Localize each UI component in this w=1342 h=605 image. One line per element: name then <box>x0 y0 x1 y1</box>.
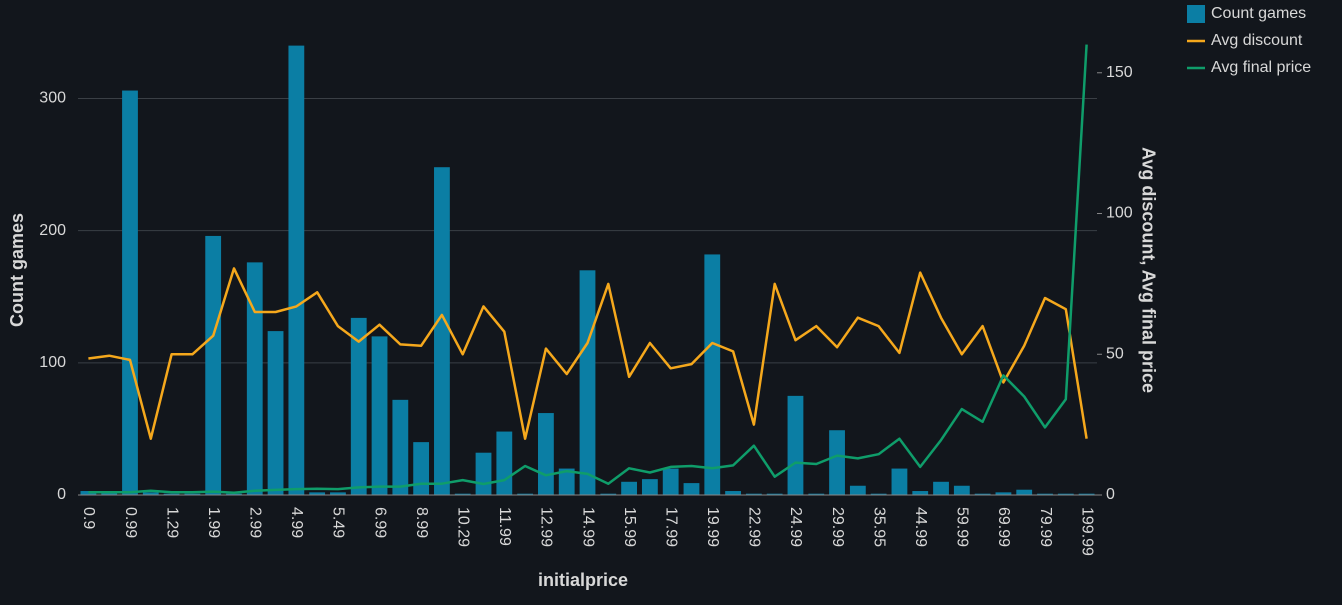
bar <box>142 492 159 495</box>
bar <box>517 493 534 495</box>
x-axis-title: initialprice <box>538 570 628 590</box>
x-tick-label: 4.99 <box>288 507 305 538</box>
bar <box>392 399 409 495</box>
bar <box>1078 493 1095 495</box>
bar <box>600 493 617 495</box>
line <box>88 267 1088 440</box>
x-tick-label: 1.99 <box>205 507 222 538</box>
y2-tick-label: 100 <box>1106 205 1133 222</box>
x-tick-label: 59.99 <box>954 507 971 547</box>
x-tick-label: 199.99 <box>1078 507 1095 556</box>
x-tick-label: 24.99 <box>787 507 804 547</box>
bar <box>496 431 513 495</box>
bar <box>829 430 845 495</box>
x-tick-label: 10.29 <box>454 507 471 547</box>
bar <box>849 485 866 495</box>
bar <box>163 493 180 495</box>
bar <box>683 483 700 495</box>
bar <box>475 452 492 495</box>
bar <box>226 493 242 495</box>
x-tick-label: 1.29 <box>163 507 180 538</box>
legend-swatch <box>1187 5 1205 23</box>
bar <box>891 468 908 495</box>
bar <box>80 491 97 495</box>
bar <box>434 167 450 496</box>
bar <box>413 442 430 495</box>
bar <box>870 493 887 495</box>
x-tick-label: 69.99 <box>995 507 1012 547</box>
y2-axis-title: Avg discount, Avg final price <box>1138 147 1158 393</box>
y2-tick-label: 150 <box>1106 64 1133 81</box>
bar <box>933 481 949 495</box>
x-tick-label: 19.99 <box>704 507 721 547</box>
line <box>88 44 1088 494</box>
bar <box>725 491 741 495</box>
x-tick-label: 8.99 <box>413 507 430 538</box>
bar <box>330 492 346 495</box>
bar <box>579 270 596 495</box>
y-tick-label: 100 <box>39 354 66 371</box>
bar <box>766 493 783 495</box>
bar <box>1057 493 1074 495</box>
bar <box>1016 489 1033 495</box>
x-tick-label: 0.99 <box>122 507 139 538</box>
bar <box>205 235 222 495</box>
bar <box>704 254 721 495</box>
bar <box>787 395 804 495</box>
bar <box>309 492 326 495</box>
bar <box>371 336 388 495</box>
x-tick-label: 79.99 <box>1037 507 1054 547</box>
bar <box>995 492 1012 495</box>
bar <box>662 468 679 495</box>
y2-tick-label: 0 <box>1106 486 1115 503</box>
bar <box>101 492 118 495</box>
x-tick-label: 17.99 <box>662 507 679 547</box>
x-tick-label: 29.99 <box>829 507 846 547</box>
x-tick-label: 11.99 <box>496 507 513 546</box>
bar <box>288 45 305 495</box>
legend-label: Avg discount <box>1211 32 1303 49</box>
legend-label: Count games <box>1211 5 1306 22</box>
bar <box>641 479 658 495</box>
bar <box>745 493 762 495</box>
bar <box>1037 493 1053 495</box>
x-tick-label: 0.9 <box>80 507 97 529</box>
bar <box>122 90 138 496</box>
y-tick-label: 0 <box>57 486 66 503</box>
bar <box>184 493 201 495</box>
bar <box>953 485 970 495</box>
x-tick-label: 44.99 <box>912 507 929 547</box>
bar <box>454 493 471 495</box>
bar <box>246 262 263 495</box>
bar <box>808 493 825 495</box>
y-axis-title: Count games <box>7 213 27 327</box>
bar <box>538 413 554 495</box>
bar <box>621 481 637 495</box>
y2-tick-label: 50 <box>1106 345 1124 362</box>
x-tick-label: 35.95 <box>870 507 887 547</box>
x-tick-label: 22.99 <box>746 507 763 547</box>
bar <box>974 493 991 495</box>
bar <box>558 468 575 495</box>
y-tick-label: 300 <box>39 90 66 107</box>
y-tick-label: 200 <box>39 222 66 239</box>
legend-label: Avg final price <box>1211 59 1311 76</box>
x-tick-label: 2.99 <box>247 507 264 538</box>
bar <box>267 331 284 495</box>
x-tick-label: 14.99 <box>579 507 596 547</box>
bar <box>912 491 929 495</box>
x-tick-label: 5.49 <box>330 507 347 538</box>
x-tick-label: 6.99 <box>371 507 388 538</box>
x-tick-label: 12.99 <box>538 507 555 547</box>
bar <box>350 317 367 495</box>
x-tick-label: 15.99 <box>621 507 638 547</box>
